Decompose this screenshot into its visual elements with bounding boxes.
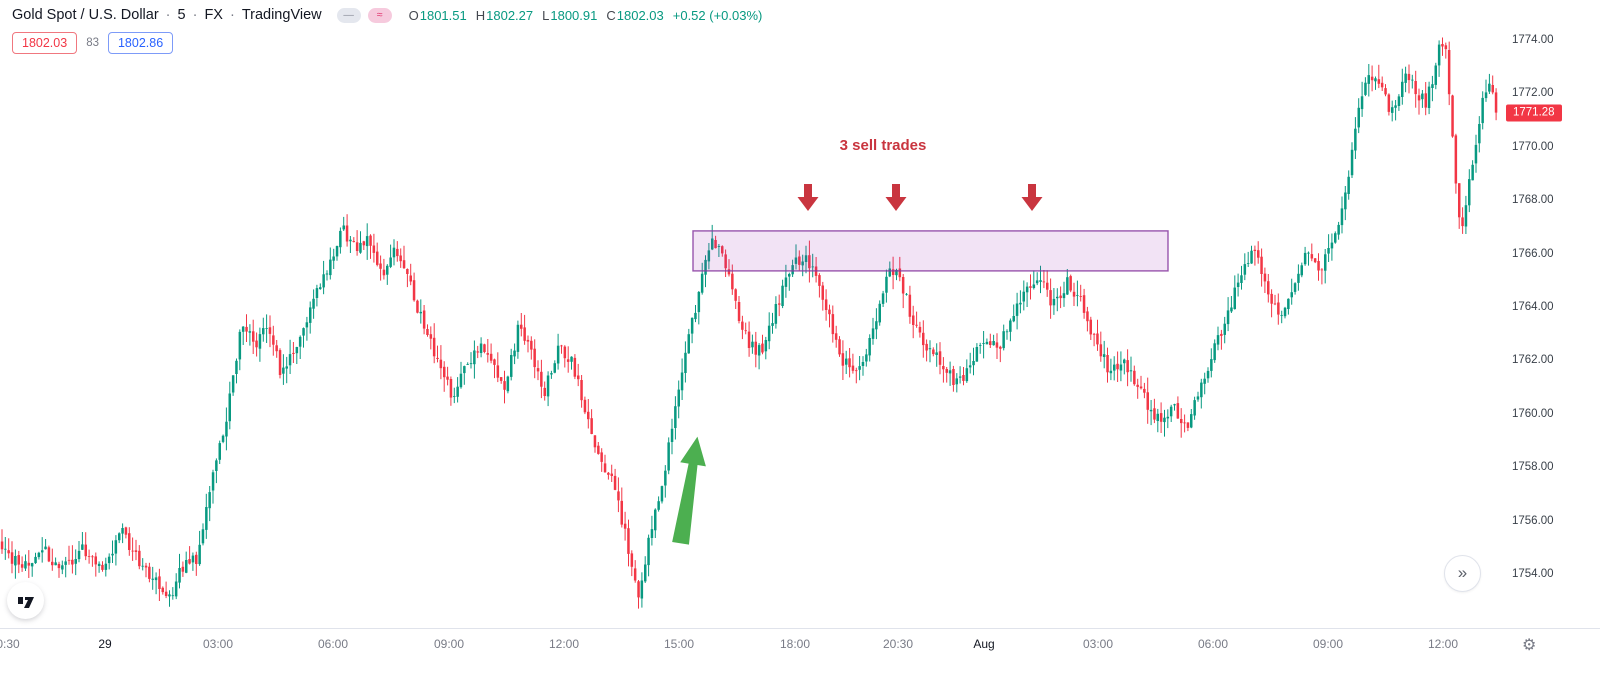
price-axis-label: 1760.00 <box>1512 407 1554 420</box>
buy-quote-button[interactable]: 1802.86 <box>107 32 174 54</box>
price-axis-label: 1758.00 <box>1512 461 1554 474</box>
time-axis-label: 20:30 <box>882 637 914 651</box>
separator-dot: · <box>165 7 171 23</box>
change-value: +0.52 (+0.03%) <box>672 7 763 23</box>
symbol-title-row: Gold Spot / U.S. Dollar · 5 · FX · Tradi… <box>12 7 762 23</box>
price-axis-label: 1770.00 <box>1512 140 1554 153</box>
symbol-title[interactable]: Gold Spot / U.S. Dollar <box>12 7 159 23</box>
separator-dot: · <box>192 7 198 23</box>
candlestick-chart-pane[interactable] <box>0 0 1500 628</box>
open-label: O <box>408 7 419 23</box>
separator-dot: · <box>229 7 235 23</box>
high-pair: H 1802.27 <box>476 8 533 23</box>
low-value: 1800.91 <box>550 7 598 23</box>
chart-legend: Gold Spot / U.S. Dollar · 5 · FX · Tradi… <box>12 7 762 54</box>
price-axis-label: 1774.00 <box>1512 34 1554 46</box>
time-axis-label: 15:00 <box>663 637 695 651</box>
sell-arrow-icon[interactable] <box>797 184 819 211</box>
price-axis-label: 1766.00 <box>1512 247 1554 260</box>
open-value: 1801.51 <box>419 7 467 23</box>
brand-label[interactable]: TradingView <box>241 7 322 23</box>
buy-arrow-icon[interactable] <box>668 435 711 546</box>
time-axis-label: 03:00 <box>1082 637 1114 651</box>
close-value: 1802.03 <box>616 7 664 23</box>
axis-settings-button[interactable]: ⚙ <box>1522 635 1536 655</box>
bid-ask-row: 1802.03 83 1802.86 <box>12 32 762 54</box>
time-axis-label: 18:00 <box>779 637 811 651</box>
price-axis-label: 1764.00 <box>1512 301 1554 313</box>
price-axis-label: 1756.00 <box>1512 514 1554 527</box>
tradingview-logo[interactable] <box>7 582 44 619</box>
low-label: L <box>542 7 550 23</box>
high-value: 1802.27 <box>486 7 534 23</box>
sell-quote-button[interactable]: 1802.03 <box>12 32 78 54</box>
hide-indicator-icon[interactable]: — <box>336 7 361 23</box>
gear-icon: ⚙ <box>1522 637 1537 654</box>
time-axis-label: 06:00 <box>317 637 349 651</box>
time-axis-label: 09:00 <box>1312 637 1344 651</box>
time-axis-label: 12:00 <box>548 637 580 651</box>
candles <box>0 37 1498 609</box>
approx-indicator-icon[interactable]: ≈ <box>367 7 392 23</box>
time-axis[interactable]: 0:30 29 03:00 06:00 09:00 12:00 15:00 18:00 20:3… <box>0 628 1600 674</box>
time-axis-label: 06:00 <box>1197 637 1229 651</box>
open-pair: O 1801.51 <box>409 8 467 23</box>
spread-value: 83 <box>86 37 99 49</box>
time-axis-label: 09:00 <box>433 637 465 651</box>
time-axis-label: 0:30 <box>0 637 20 651</box>
expand-toolbar-button[interactable]: » <box>1444 555 1481 592</box>
last-price-badge: 1771.28 <box>1506 104 1562 122</box>
time-axis-label: 03:00 <box>202 637 234 651</box>
double-chevron-right-icon: » <box>1457 562 1468 582</box>
close-label: C <box>606 7 616 23</box>
market-label: FX <box>204 7 223 23</box>
high-label: H <box>475 7 486 23</box>
price-axis-label: 1768.00 <box>1512 194 1554 207</box>
time-axis-label: Aug <box>973 637 995 651</box>
supply-zone-rectangle[interactable] <box>692 230 1169 272</box>
tradingview-logo-icon <box>17 596 34 608</box>
price-axis-label: 1762.00 <box>1512 354 1554 367</box>
time-axis-label: 12:00 <box>1427 637 1459 651</box>
close-pair: C 1802.03 <box>606 8 663 23</box>
price-axis-label: 1754.00 <box>1512 568 1554 580</box>
interval-label[interactable]: 5 <box>177 7 186 23</box>
sell-arrow-icon[interactable] <box>1021 184 1043 211</box>
sell-arrow-icon[interactable] <box>885 184 907 211</box>
price-axis-label: 1772.00 <box>1512 87 1554 100</box>
sell-trades-annotation-label[interactable]: 3 sell trades <box>839 137 927 154</box>
ohlc-values: O 1801.51 H 1802.27 L 1800.91 C 1802.03 +0.5… <box>409 8 763 23</box>
time-axis-label: 29 <box>98 637 112 651</box>
price-axis[interactable]: 1771.28 1774.00 1772.00 1770.00 1768.00 1766… <box>1500 0 1600 628</box>
low-pair: L 1800.91 <box>542 8 597 23</box>
